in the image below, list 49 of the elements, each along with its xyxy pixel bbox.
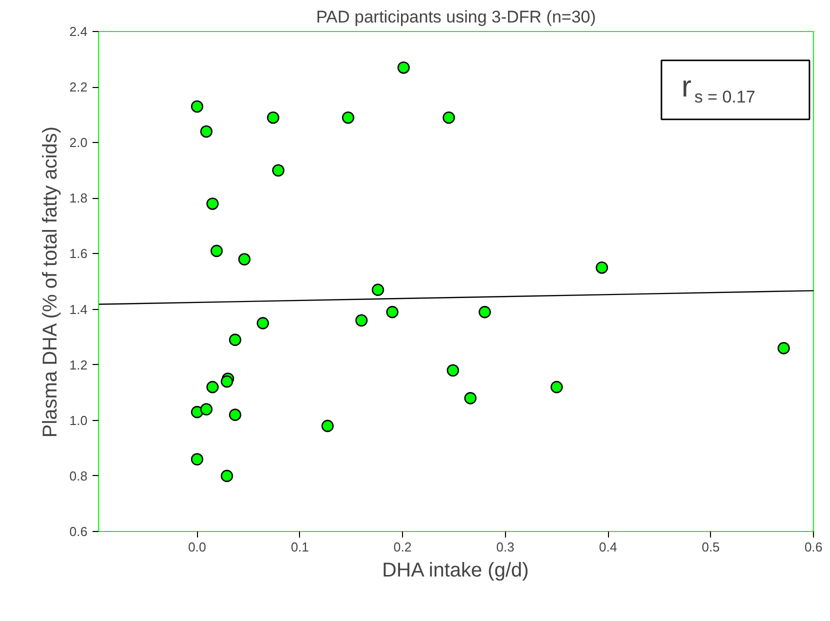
y-tick-label: 0.6 (69, 524, 88, 539)
y-tick-label: 1.2 (69, 357, 88, 372)
point (397, 61, 410, 74)
point (355, 314, 368, 327)
point (200, 403, 213, 416)
point (442, 111, 455, 124)
x-tick-label: 0.6 (804, 540, 823, 554)
x-tick-label: 0.1 (290, 540, 309, 554)
y-tick-label: 1.0 (69, 412, 88, 428)
point (190, 100, 204, 113)
point (386, 306, 398, 318)
y-tick-label: 2.2 (69, 80, 88, 95)
x-tick-label: 0.0 (188, 540, 206, 554)
point (272, 164, 284, 177)
point (220, 375, 234, 388)
y-tick-label: 1.4 (69, 302, 88, 317)
chart-title: PAD participants using 3-DFR (n=30) (316, 8, 596, 26)
x-tick-label: 0.3 (496, 540, 514, 554)
y-axis-title: Plasma DHA (% of total fatty acids) (39, 126, 62, 438)
y-tick-label: 1.8 (69, 190, 88, 206)
point (228, 408, 242, 421)
point (446, 364, 460, 377)
x-tick-label: 0.5 (702, 540, 720, 554)
point (778, 342, 790, 354)
point (342, 111, 354, 124)
point (200, 125, 213, 138)
point (464, 392, 477, 404)
point (206, 198, 219, 210)
point (210, 244, 223, 258)
point (228, 334, 242, 346)
point (550, 380, 563, 394)
point (238, 253, 251, 266)
y-tick-label: 1.6 (69, 246, 88, 262)
point (266, 111, 280, 124)
point (190, 406, 204, 418)
point (206, 380, 219, 394)
point (478, 306, 491, 318)
point (190, 453, 204, 466)
y-tick-label: 0.8 (69, 468, 88, 484)
y-tick-label: 2.4 (69, 24, 88, 39)
point (256, 317, 270, 330)
point (596, 261, 608, 274)
y-tick-label: 2.0 (69, 135, 88, 150)
x-tick-label: 0.2 (394, 540, 412, 554)
point (372, 284, 384, 296)
point (321, 420, 334, 432)
point (220, 470, 234, 482)
x-tick-label: 0.4 (599, 540, 618, 554)
x-axis-title: DHA intake (g/d) (382, 560, 529, 582)
